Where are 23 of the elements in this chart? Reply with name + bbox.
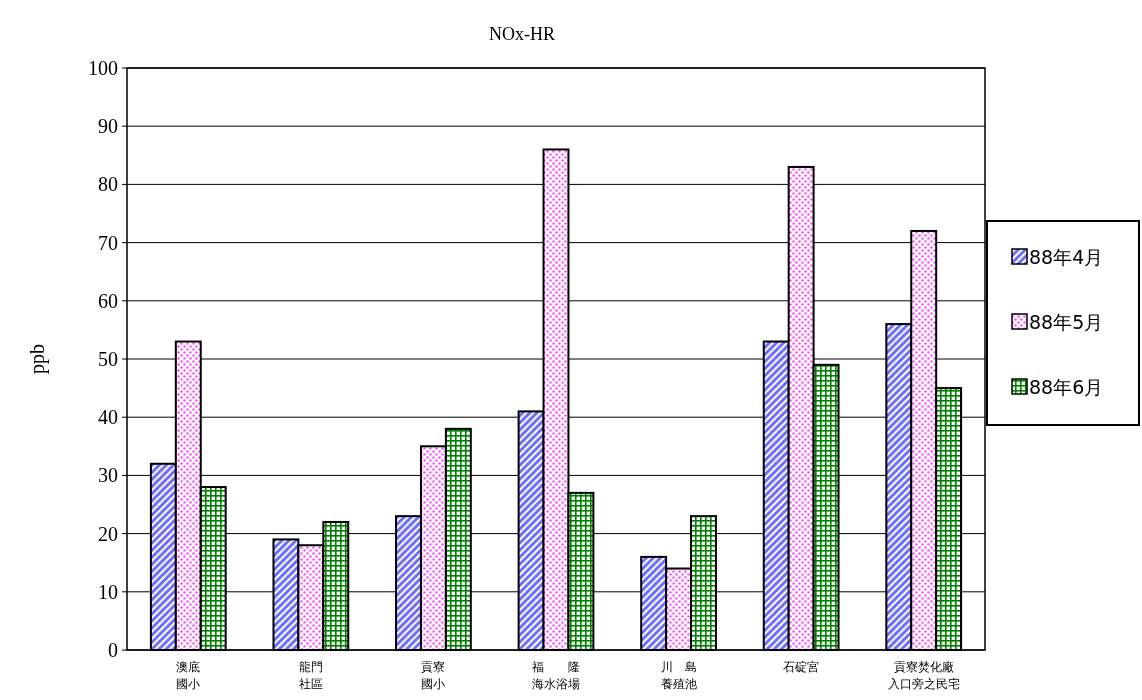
y-axis-title: ppb [26, 344, 49, 374]
y-tick-label: 0 [108, 639, 118, 661]
y-tick-label: 40 [98, 406, 118, 429]
legend-label: 88年4月 [1029, 246, 1104, 268]
y-tick-label: 10 [98, 580, 118, 603]
x-tick-label: 石碇宮 [783, 660, 820, 674]
x-tick-label: 龍門社區 [298, 660, 323, 691]
y-tick-label: 90 [98, 115, 118, 138]
y-tick-label: 70 [98, 231, 118, 254]
x-tick-label: 川島養殖池 [660, 660, 697, 691]
y-tick-label: 100 [88, 57, 118, 79]
x-tick-label: 澳底國小 [176, 660, 201, 691]
y-tick-label: 60 [98, 289, 118, 312]
legend-label: 88年6月 [1029, 376, 1104, 398]
y-tick-label: 80 [98, 173, 118, 196]
chart-title: NOx-HR [489, 24, 555, 44]
x-tick-label: 貢寮焚化廠入口旁之民宅 [887, 660, 960, 691]
y-tick-label: 30 [98, 464, 118, 487]
y-tick-label: 20 [98, 522, 118, 545]
y-tick-label: 50 [98, 348, 118, 370]
x-tick-label: 福隆海水浴場 [532, 660, 580, 691]
x-tick-label: 貢寮國小 [421, 660, 446, 691]
legend-label: 88年5月 [1029, 311, 1104, 333]
